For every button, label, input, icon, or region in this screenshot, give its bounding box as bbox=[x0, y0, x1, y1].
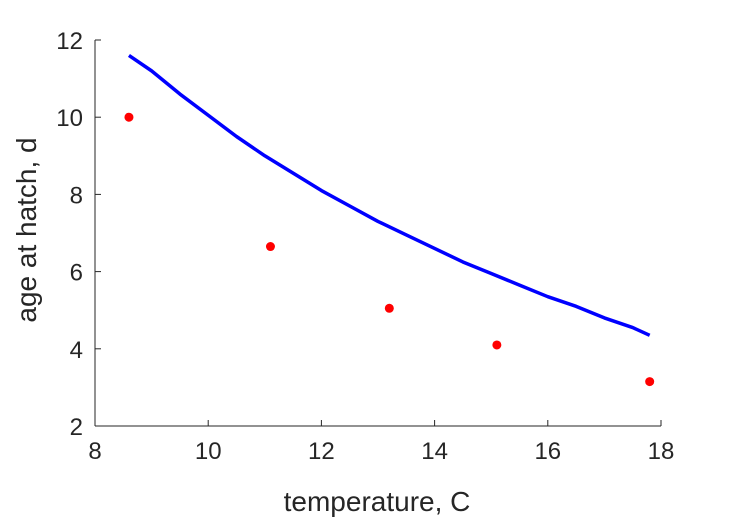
y-tick-label: 6 bbox=[70, 260, 83, 287]
axes: 8 10 12 14 16 18 2 4 6 8 10 12 bbox=[56, 28, 674, 465]
y-axis-title: age at hatch, d bbox=[11, 137, 42, 322]
x-tick-label: 8 bbox=[88, 438, 101, 465]
data-point bbox=[645, 377, 655, 387]
x-tick-label: 12 bbox=[308, 438, 335, 465]
data-point bbox=[384, 303, 394, 313]
y-tick-label: 4 bbox=[70, 337, 83, 364]
x-tick-label: 14 bbox=[421, 438, 448, 465]
data-point bbox=[492, 340, 502, 350]
y-tick-label: 2 bbox=[70, 414, 83, 441]
y-tick-label: 8 bbox=[70, 182, 83, 209]
model-curve-line bbox=[127, 53, 651, 337]
x-tick-label: 10 bbox=[195, 438, 222, 465]
plot-area bbox=[124, 53, 655, 387]
y-tick-label: 12 bbox=[56, 28, 83, 55]
x-tick-label: 18 bbox=[648, 438, 675, 465]
x-axis-title: temperature, C bbox=[284, 486, 471, 517]
x-tick-label: 16 bbox=[534, 438, 561, 465]
data-point bbox=[124, 112, 134, 122]
data-point bbox=[265, 242, 275, 252]
y-tick-label: 10 bbox=[56, 105, 83, 132]
